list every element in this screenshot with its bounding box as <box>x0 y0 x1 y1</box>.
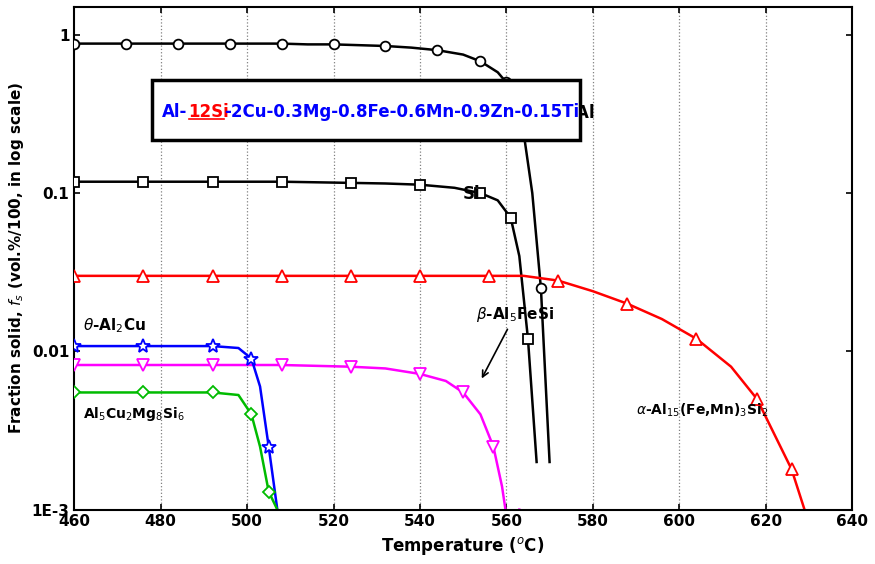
Text: -2Cu-0.3Mg-0.8Fe-0.6Mn-0.9Zn-0.15Ti: -2Cu-0.3Mg-0.8Fe-0.6Mn-0.9Zn-0.15Ti <box>224 103 579 121</box>
Text: Si: Si <box>463 185 480 203</box>
X-axis label: Temperature ($^o$C): Temperature ($^o$C) <box>382 535 545 557</box>
Text: $\theta$-Al$_2$Cu: $\theta$-Al$_2$Cu <box>83 317 146 336</box>
Text: Al-: Al- <box>162 103 187 121</box>
Y-axis label: Fraction solid, $f_s$ (vol.%/100, in log scale): Fraction solid, $f_s$ (vol.%/100, in log… <box>7 82 26 434</box>
Text: 12Si: 12Si <box>189 103 229 121</box>
Text: $\alpha$-Al: $\alpha$-Al <box>558 104 595 122</box>
FancyBboxPatch shape <box>152 80 580 140</box>
Text: Al$_5$Cu$_2$Mg$_8$Si$_6$: Al$_5$Cu$_2$Mg$_8$Si$_6$ <box>83 405 185 423</box>
Text: $\beta$-Al$_5$FeSi: $\beta$-Al$_5$FeSi <box>476 305 554 377</box>
Text: $\alpha$-Al$_{15}$(Fe,Mn)$_3$Si$_2$: $\alpha$-Al$_{15}$(Fe,Mn)$_3$Si$_2$ <box>636 402 768 418</box>
